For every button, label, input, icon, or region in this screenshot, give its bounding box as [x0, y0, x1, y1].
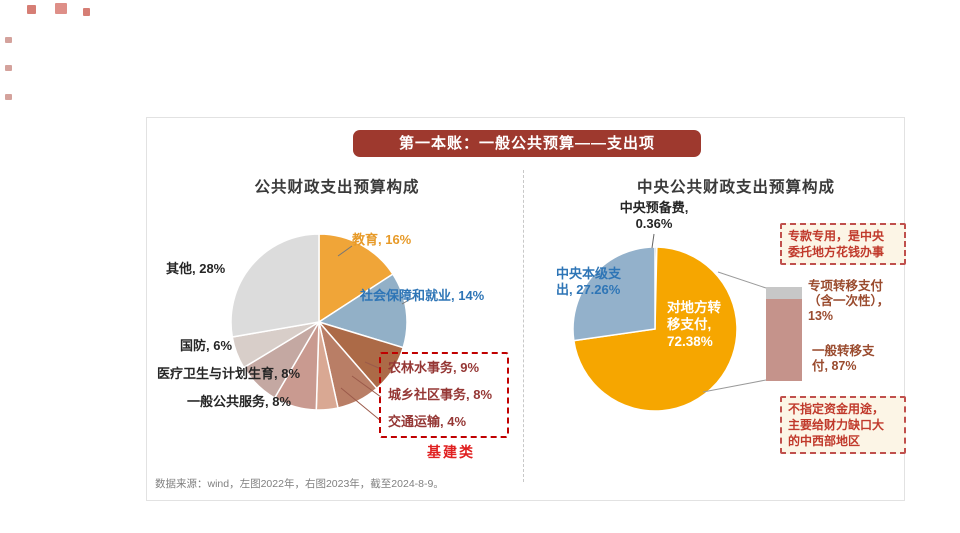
slice-label-education: 教育, 16%	[352, 232, 412, 247]
slide-title-banner: 第一本账：一般公共预算——支出项	[353, 130, 701, 157]
pie-slice	[318, 233, 394, 324]
bar-label-general-transfer: 一般转移支 付, 87%	[812, 344, 875, 373]
slice-label-reserve: 中央预备费, 0.36%	[619, 200, 689, 231]
section-divider	[523, 170, 524, 482]
pie-slice	[572, 246, 656, 342]
screen-artifact	[5, 94, 12, 100]
bar-label-special-transfer: 专项转移支付 （含一次性）， 13%	[808, 279, 890, 323]
left-chart-title: 公共财政支出预算构成	[254, 179, 420, 196]
slice-label-public-service: 一般公共服务, 8%	[187, 394, 292, 409]
infrastructure-group-box	[379, 352, 509, 438]
screen-artifact	[5, 65, 12, 71]
slice-label-defense: 国防, 6%	[180, 338, 233, 353]
slide-title: 第一本账：一般公共预算——支出项	[398, 135, 655, 152]
transfer-bar-segment	[766, 287, 802, 300]
slice-label-social-security: 社会保障和就业, 14%	[360, 288, 485, 303]
slice-label-community: 城乡社区事务, 8%	[388, 387, 493, 402]
screen-artifact	[27, 5, 36, 14]
slice-label-others: 其他, 28%	[166, 261, 226, 276]
data-source-note: 数据来源：wind，左图2022年，右图2023年，截至2024-8-9。	[155, 478, 444, 490]
screen-artifact	[55, 3, 67, 14]
slice-label-transfer: 对地方转 移支付, 72.38%	[667, 300, 721, 349]
callout-unspecified: 不指定资金用途， 主要给财力缺口大 的中西部地区	[780, 396, 906, 454]
slice-label-healthcare: 医疗卫生与计划生育, 8%	[157, 366, 301, 381]
slice-label-transport: 交通运输, 4%	[388, 414, 467, 429]
transfer-bar-segment	[766, 299, 802, 381]
infrastructure-group-label: 基建类	[427, 444, 475, 460]
slice-label-central-level: 中央本级支 出, 27.26%	[556, 266, 622, 297]
transfer-bar	[766, 287, 802, 381]
pie-slice	[317, 273, 408, 349]
screen-artifact	[5, 37, 12, 43]
right-pie	[572, 246, 738, 412]
pie-slice	[230, 233, 320, 338]
slice-label-agriculture: 农林水事务, 9%	[388, 360, 480, 375]
screen-artifact	[83, 8, 90, 16]
callout-earmarked: 专款专用，是中央 委托地方花钱办事	[780, 223, 906, 265]
right-chart-title: 中央公共财政支出预算构成	[636, 179, 835, 196]
